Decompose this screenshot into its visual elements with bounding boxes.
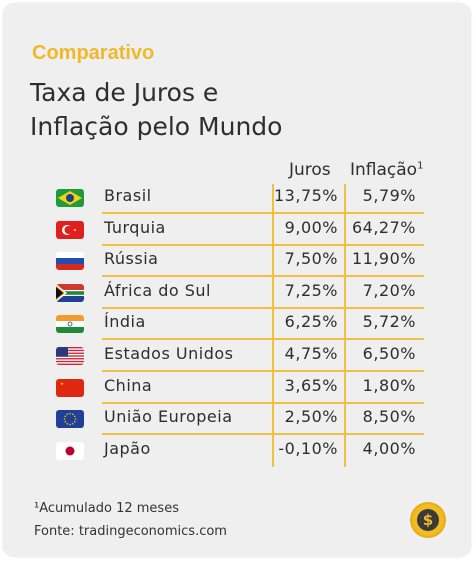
inflacao-value: 64,27% [351, 217, 416, 237]
juros-value: 7,50% [284, 249, 338, 269]
country-name: Índia [104, 312, 146, 332]
table-row: Estados Unidos 4,75% 6,50% [4, 339, 470, 372]
juros-value: 9,00% [284, 217, 338, 237]
table-row: Brasil 13,75% 5,79% [4, 181, 470, 214]
turkey-flag-icon [56, 220, 84, 239]
inflacao-value: 5,79% [362, 186, 416, 205]
country-name: Brasil [104, 186, 152, 205]
juros-value: 13,75% [274, 186, 339, 205]
row-divider [102, 401, 424, 404]
juros-value: 2,50% [284, 407, 338, 427]
title-line-1: Taxa de Juros e [30, 78, 219, 107]
inflacao-value: 4,00% [362, 438, 416, 458]
inflacao-value: 8,50% [362, 407, 416, 427]
table-row: Turquia 9,00% 64,27% [4, 213, 470, 246]
kicker-label: Comparativo [32, 42, 155, 64]
india-flag-icon [56, 315, 84, 334]
country-name: Japão [104, 438, 151, 458]
row-divider [102, 243, 424, 246]
juros-value: 3,65% [284, 375, 338, 395]
country-name: União Europeia [104, 407, 233, 427]
country-name: China [104, 375, 153, 395]
table-row: Japão -0,10% 4,00% [4, 434, 470, 466]
row-divider [102, 275, 424, 278]
row-divider [102, 338, 424, 341]
dollar-coin-icon: $ [412, 504, 444, 536]
footnote-marker: 1 [417, 160, 424, 172]
inflacao-value: 1,80% [362, 375, 416, 395]
comparison-card: Comparativo Taxa de Juros e Inflação pel… [4, 4, 470, 556]
juros-value: 7,25% [284, 280, 338, 300]
inflacao-value: 6,50% [362, 344, 416, 363]
juros-value: 4,75% [284, 344, 338, 363]
country-name: Rússia [104, 249, 159, 269]
column-header-juros: Juros [289, 160, 331, 180]
inflacao-value: 7,20% [362, 280, 416, 300]
country-name: África do Sul [104, 280, 211, 300]
country-name: Turquia [104, 217, 166, 237]
table-row: Índia 6,25% 5,72% [4, 307, 470, 341]
column-header-inflacao-label: Inflação [350, 160, 418, 180]
south-africa-flag-icon [56, 283, 84, 302]
russia-flag-icon [56, 252, 84, 271]
row-divider [102, 212, 424, 214]
source-text: Fonte: tradingeconomics.com [34, 524, 227, 539]
row-divider [102, 370, 424, 372]
column-divider-1 [272, 184, 274, 467]
usa-flag-icon [56, 347, 84, 365]
eu-flag-icon [56, 410, 84, 429]
table-row: União Europeia 2,50% 8,50% [4, 402, 470, 436]
table-row: China 3,65% 1,80% [4, 371, 470, 404]
juros-value: 6,25% [284, 312, 338, 332]
page-title: Taxa de Juros e Inflação pelo Mundo [30, 76, 430, 144]
juros-value: -0,10% [278, 438, 338, 458]
japan-flag-icon [56, 441, 84, 460]
column-header-inflacao: Inflação1 [350, 160, 423, 180]
inflacao-value: 5,72% [362, 312, 416, 332]
table-row: Rússia 7,50% 11,90% [4, 244, 470, 278]
brazil-flag-icon [56, 189, 84, 207]
china-flag-icon [56, 378, 84, 397]
country-name: Estados Unidos [104, 344, 234, 363]
row-divider [102, 306, 424, 309]
inflacao-value: 11,90% [351, 249, 416, 269]
footnote-text: ¹Acumulado 12 meses [34, 501, 179, 516]
column-divider-2 [344, 184, 346, 467]
table-row: África do Sul 7,25% 7,20% [4, 276, 470, 309]
row-divider [102, 433, 424, 436]
title-line-2: Inflação pelo Mundo [30, 112, 283, 141]
